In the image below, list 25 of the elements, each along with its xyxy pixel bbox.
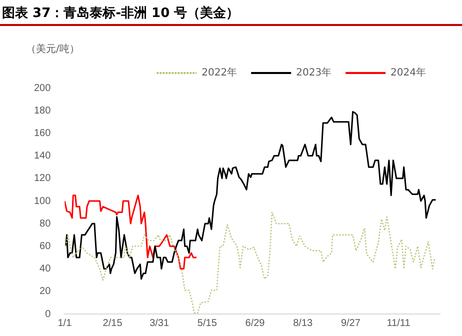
x-tick-label: 3/31 [150, 318, 170, 329]
legend-label: 2022年 [202, 66, 238, 79]
legend-label: 2023年 [296, 66, 332, 79]
y-tick-label: 80 [40, 218, 52, 230]
line-series [65, 212, 436, 314]
x-tick-label: 9/27 [340, 318, 361, 329]
y-tick-label: 60 [40, 240, 52, 252]
x-tick-label: 11/11 [386, 318, 411, 329]
y-tick-label: 120 [34, 173, 52, 184]
y-tick-label: 100 [34, 196, 52, 207]
legend-label: 2024年 [390, 66, 426, 79]
y-tick-label: 180 [34, 105, 52, 116]
y-tick-label: 0 [45, 308, 52, 320]
chart-title: 图表 37：青岛泰标-非洲 10 号（美金） [2, 4, 240, 22]
x-tick-label: 5/15 [197, 318, 218, 329]
y-axis-title: （美元/吨） [26, 42, 80, 56]
y-tick-label: 200 [34, 82, 52, 94]
x-tick-label: 6/29 [245, 318, 266, 329]
x-tick-label: 8/13 [293, 318, 314, 329]
x-tick-label: 2/15 [102, 318, 123, 329]
x-tick-label: 1/1 [58, 318, 72, 329]
y-tick-label: 140 [34, 150, 52, 162]
y-tick-label: 20 [40, 286, 52, 298]
y-tick-label: 40 [40, 264, 52, 275]
y-tick-label: 160 [34, 128, 52, 139]
